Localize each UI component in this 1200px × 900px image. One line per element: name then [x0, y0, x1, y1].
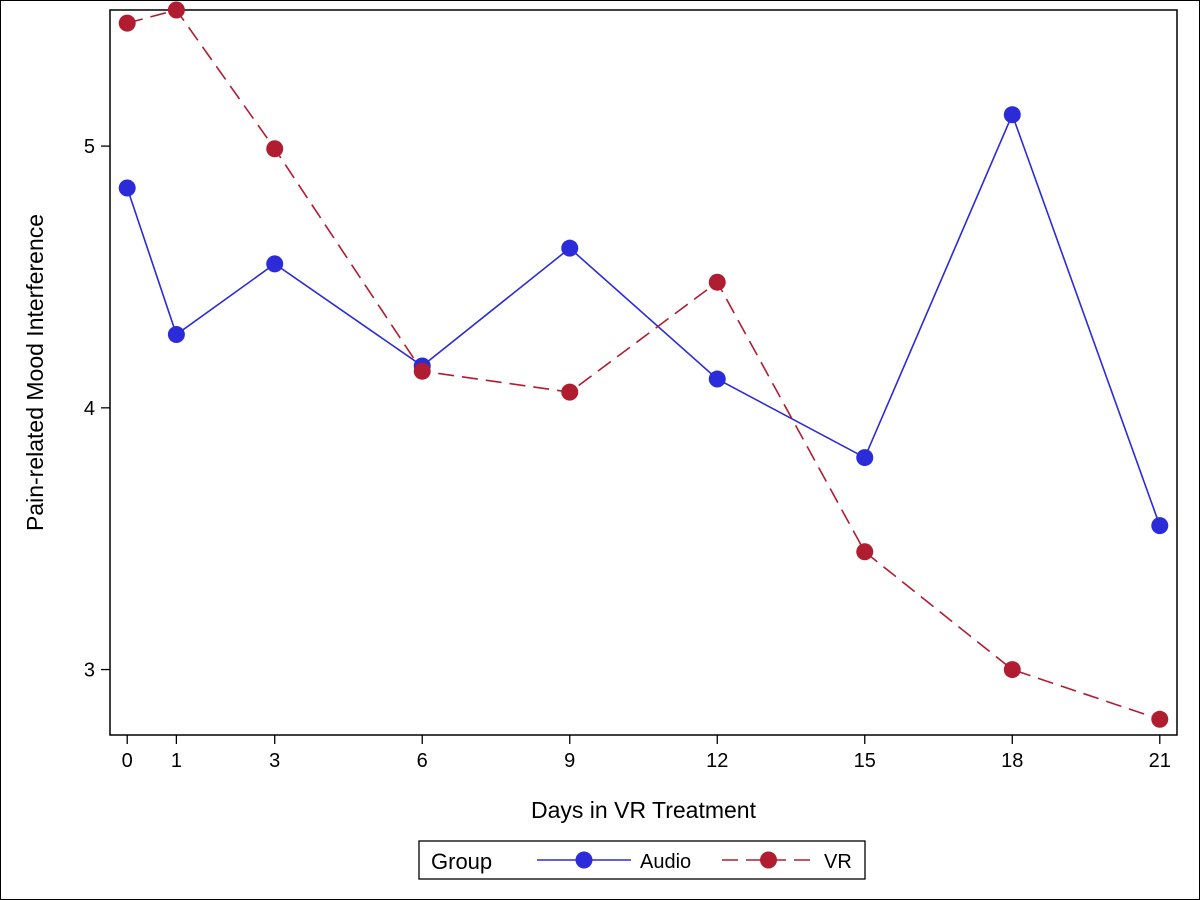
x-tick-label: 3	[269, 750, 280, 772]
plot-area	[109, 9, 1178, 736]
data-point	[1003, 661, 1021, 679]
data-point	[118, 14, 136, 32]
data-point	[856, 449, 874, 467]
y-axis-label: Pain-related Mood Interference	[22, 214, 48, 531]
axes: 0 1 3 6 9 12 15 18 21 3 4 5	[84, 136, 1171, 772]
series-layer	[118, 1, 1169, 728]
data-point	[266, 255, 284, 273]
data-point	[561, 383, 579, 401]
x-tick-label: 6	[417, 750, 428, 772]
x-tick-label: 0	[122, 750, 133, 772]
data-point	[1151, 710, 1169, 728]
data-point	[118, 179, 136, 197]
x-tick-label: 15	[854, 750, 876, 772]
legend-item-audio: Audio	[537, 851, 691, 873]
data-point	[1003, 106, 1021, 124]
x-tick-label: 18	[1001, 750, 1023, 772]
y-tick-label: 3	[84, 660, 95, 682]
series-vr	[118, 1, 1169, 728]
series-audio	[118, 106, 1169, 535]
legend: Group Audio VR	[418, 840, 866, 880]
data-point	[167, 1, 185, 19]
legend-swatch-marker	[760, 851, 777, 869]
legend-swatch-marker	[575, 851, 593, 869]
legend-item-vr: VR	[722, 851, 852, 873]
y-tick-label: 4	[84, 398, 95, 420]
series-line-audio	[126, 112, 1161, 526]
x-tick-label: 12	[706, 750, 728, 772]
x-axis-label: Days in VR Treatment	[531, 797, 757, 823]
data-point	[856, 543, 874, 561]
legend-box	[418, 840, 866, 880]
data-point	[708, 273, 726, 291]
x-tick-label: 1	[171, 750, 182, 772]
data-point	[561, 239, 579, 257]
y-tick-label: 5	[84, 136, 95, 158]
data-point	[167, 326, 185, 344]
data-point	[266, 140, 284, 158]
legend-label: VR	[824, 851, 852, 873]
legend-label: Audio	[640, 851, 691, 873]
data-point	[413, 362, 431, 380]
legend-title: Group	[431, 849, 492, 874]
data-point	[708, 370, 726, 388]
x-tick-label: 9	[564, 750, 575, 772]
x-tick-label: 21	[1149, 750, 1171, 772]
data-point	[1151, 517, 1169, 535]
